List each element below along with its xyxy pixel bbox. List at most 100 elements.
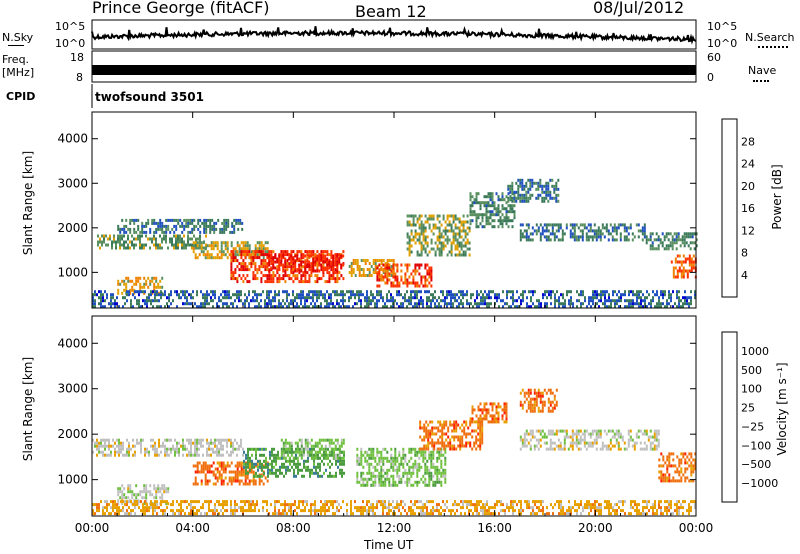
heatmap-cell-5	[294, 263, 297, 267]
heatmap-cell-0	[119, 246, 121, 250]
heatmap-cell-3	[295, 447, 297, 451]
heatmap-cell-5	[392, 462, 395, 466]
heatmap-cell-14	[138, 290, 140, 294]
heatmap-cell-14	[366, 305, 368, 309]
heatmap-cell-14	[474, 299, 476, 303]
heatmap-cell-14	[180, 296, 182, 300]
heatmap-cell-7	[481, 408, 484, 412]
heatmap-cell-14	[114, 299, 116, 303]
heatmap-cell-5	[366, 480, 369, 484]
heatmap-cell-1	[181, 230, 184, 234]
heatmap-cell-14	[246, 296, 248, 300]
heatmap-cell-11	[573, 232, 576, 236]
heatmap-cell-9	[651, 441, 654, 445]
heatmap-cell-12	[645, 241, 648, 245]
heatmap-cell-3	[206, 253, 209, 257]
heatmap-cell-14	[668, 302, 670, 306]
heatmap-cell-14	[652, 296, 654, 300]
heatmap-cell-10	[678, 464, 681, 468]
heatmap-cell-9	[627, 432, 630, 436]
heatmap-cell-14	[466, 302, 468, 306]
heatmap-cell-3	[299, 447, 301, 451]
heatmap-cell-7	[382, 278, 385, 282]
heatmap-cell-2	[155, 279, 158, 283]
heatmap-cell-10	[541, 199, 544, 203]
heatmap-cell-9	[479, 201, 482, 205]
heatmap-cell-14	[478, 305, 480, 309]
heatmap-cell-5	[442, 453, 445, 457]
heatmap-cell-1	[207, 224, 210, 228]
heatmap-cell-4	[262, 259, 265, 263]
heatmap-cell-6	[368, 268, 371, 271]
heatmap-cell-0	[97, 234, 99, 238]
heatmap-cell-3	[247, 471, 249, 475]
heatmap-cell-0	[176, 444, 178, 448]
heatmap-cell-5	[406, 474, 409, 478]
heatmap-cell-10	[557, 187, 560, 191]
heatmap-cell-14	[396, 302, 398, 306]
heatmap-cell-14	[358, 293, 360, 297]
heatmap-cell-9	[473, 201, 476, 205]
heatmap-cell-9	[611, 444, 614, 448]
heatmap-cell-10	[662, 479, 665, 483]
heatmap-cell-5	[278, 254, 281, 258]
heatmap-cell-4	[334, 280, 337, 284]
heatmap-cell-14	[640, 302, 642, 306]
heatmap-cell-4	[310, 265, 313, 269]
heatmap-cell-1	[203, 230, 206, 234]
heatmap-cell-4	[330, 441, 333, 445]
heatmap-cell-13	[690, 260, 693, 264]
heatmap-cell-14	[238, 299, 240, 303]
heatmap-cell-4	[324, 280, 327, 284]
heatmap-cell-9	[495, 192, 498, 196]
heatmap-cell-8	[444, 238, 447, 242]
heatmap-cell-4	[244, 250, 247, 254]
heatmap-cell-0	[130, 447, 132, 451]
heatmap-cell-8	[440, 235, 443, 239]
heatmap-cell-9	[473, 213, 476, 217]
heatmap-cell-9	[651, 435, 654, 439]
heatmap-cell-14	[508, 290, 510, 294]
heatmap-cell-4	[254, 256, 257, 260]
heatmap-cell-14	[272, 299, 274, 303]
heatmap-cell-0	[188, 450, 190, 454]
heatmap-cell-0	[110, 450, 112, 454]
heatmap-cell-5	[332, 257, 335, 261]
heatmap-cell-4	[316, 441, 319, 445]
heatmap-cell-14	[212, 293, 214, 297]
heatmap-cell-7	[424, 281, 427, 285]
heatmap-cell-14	[390, 305, 392, 309]
heatmap-cell-5	[424, 483, 427, 487]
heatmap-cell-14	[378, 293, 380, 297]
heatmap-cell-0	[206, 447, 208, 451]
heatmap-cell-14	[576, 290, 578, 294]
heatmap-cell-3	[269, 450, 271, 454]
heatmap-cell-2	[210, 464, 213, 468]
heatmap-cell-9	[501, 204, 504, 208]
heatmap-cell-7	[394, 284, 397, 288]
heatmap-cell-14	[112, 302, 114, 306]
heatmap-cell-9	[529, 429, 532, 433]
heatmap-cell-5	[328, 260, 331, 264]
heatmap-cell-11	[573, 229, 576, 233]
nsearch-label: N.Search	[745, 31, 795, 44]
heatmap-cell-14	[682, 305, 684, 309]
heatmap-cell-1	[141, 224, 144, 228]
heatmap-cell-8	[466, 241, 469, 245]
heatmap-cell-5	[428, 453, 431, 457]
heatmap-cell-8	[466, 220, 469, 224]
heatmap-cell-10	[521, 196, 524, 200]
heatmap-cell-14	[122, 305, 124, 309]
heatmap-cell-3	[325, 450, 327, 454]
heatmap-cell-14	[670, 299, 672, 303]
heatmap-cell-3	[245, 465, 247, 469]
heatmap-cell-0	[230, 441, 232, 445]
heatmap-cell-8	[549, 403, 552, 407]
heatmap-cell-7	[493, 414, 496, 418]
heatmap-cell-12	[651, 247, 654, 251]
heatmap-cell-2	[159, 285, 162, 289]
heatmap-cell-6	[457, 423, 460, 427]
heatmap-cell-9	[563, 444, 566, 448]
heatmap-cell-7	[398, 281, 401, 285]
heatmap-cell-9	[609, 441, 612, 445]
